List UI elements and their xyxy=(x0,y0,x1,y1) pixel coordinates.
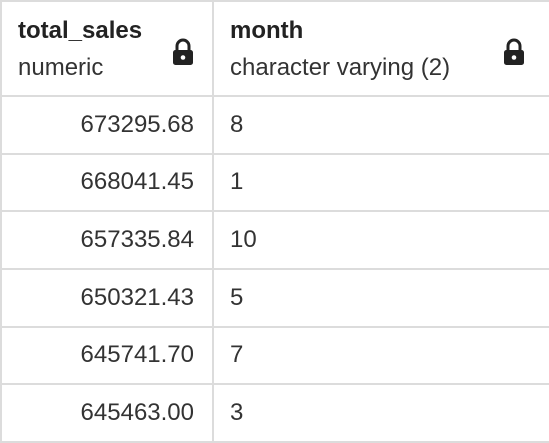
cell-month[interactable]: 10 xyxy=(212,210,549,270)
table-row[interactable]: 673295.68 8 xyxy=(0,95,549,155)
cell-total-sales[interactable]: 657335.84 xyxy=(0,210,214,270)
cell-month[interactable]: 5 xyxy=(212,267,549,328)
lock-icon xyxy=(504,38,524,65)
lock-icon xyxy=(173,38,193,65)
cell-total-sales[interactable]: 650321.43 xyxy=(0,267,214,328)
column-header-total-sales[interactable]: total_sales numeric xyxy=(0,0,214,97)
column-type: character varying (2) xyxy=(230,54,451,81)
cell-month[interactable]: 8 xyxy=(212,95,549,155)
header-row: total_sales numeric month character vary… xyxy=(0,0,549,97)
table-row[interactable]: 657335.84 10 xyxy=(0,210,549,270)
table-row[interactable]: 650321.43 5 xyxy=(0,267,549,328)
cell-total-sales[interactable]: 673295.68 xyxy=(0,95,214,155)
column-header-month[interactable]: month character varying (2) xyxy=(212,0,549,97)
column-type: numeric xyxy=(18,54,104,81)
table-row[interactable]: 645741.70 7 xyxy=(0,325,549,386)
cell-month[interactable]: 3 xyxy=(212,383,549,443)
table-row[interactable]: 645463.00 3 xyxy=(0,383,549,443)
cell-total-sales[interactable]: 645463.00 xyxy=(0,383,214,443)
table-row[interactable]: 668041.45 1 xyxy=(0,152,549,213)
cell-total-sales[interactable]: 645741.70 xyxy=(0,325,214,386)
cell-month[interactable]: 7 xyxy=(212,325,549,386)
cell-total-sales[interactable]: 668041.45 xyxy=(0,152,214,213)
cell-month[interactable]: 1 xyxy=(212,152,549,213)
column-name: total_sales xyxy=(18,17,143,44)
column-name: month xyxy=(230,17,304,44)
